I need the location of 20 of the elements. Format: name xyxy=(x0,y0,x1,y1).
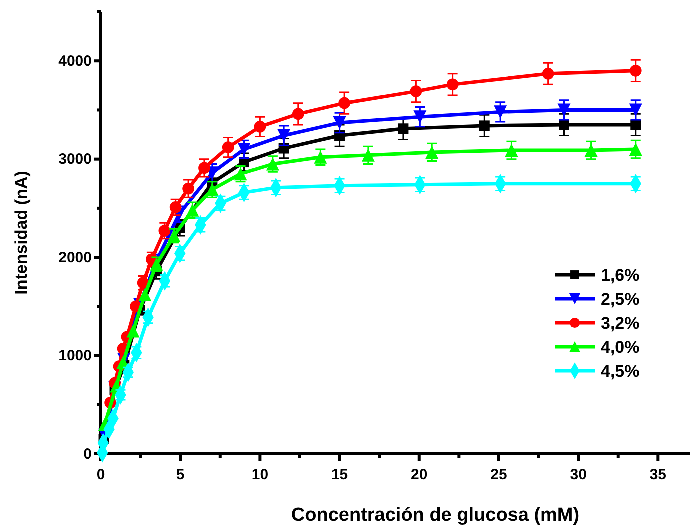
legend-label: 3,2% xyxy=(601,314,640,333)
x-axis-title: Concentración de glucosa (mM) xyxy=(291,505,580,526)
x-tick-label: 20 xyxy=(411,466,428,484)
y-tick-label: 4000 xyxy=(58,52,92,70)
legend-label: 4,0% xyxy=(601,338,640,357)
x-tick-label: 0 xyxy=(96,466,106,484)
x-tick-label: 35 xyxy=(650,466,667,484)
legend-label: 2,5% xyxy=(601,290,640,309)
x-tick-label: 15 xyxy=(331,466,348,484)
x-tick-label: 5 xyxy=(176,466,185,484)
x-tick-label: 25 xyxy=(490,466,508,484)
x-tick-label: 10 xyxy=(252,466,269,484)
legend-label: 4,5% xyxy=(601,362,640,381)
y-tick-label: 2000 xyxy=(58,249,92,266)
y-axis-title: Intensidad (nA) xyxy=(12,171,31,295)
legend-label: 1,6% xyxy=(601,266,640,285)
y-tick-label: 0 xyxy=(84,446,92,463)
x-tick-label: 30 xyxy=(570,466,587,484)
y-tick-label: 3000 xyxy=(58,151,92,168)
y-tick-label: 1000 xyxy=(58,348,92,365)
